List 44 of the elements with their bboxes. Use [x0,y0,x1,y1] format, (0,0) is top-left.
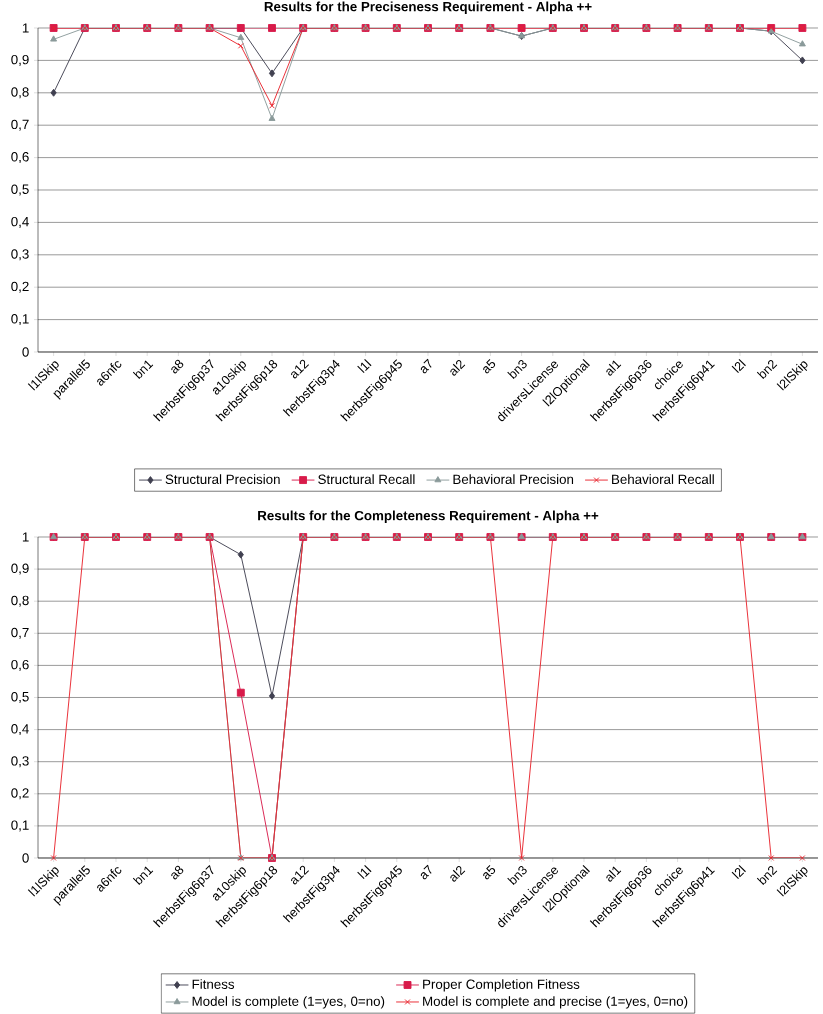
x-tick-label: a5 [483,864,496,880]
x-tick-label: l2l [731,864,746,880]
x-tick-label: bn1 [132,360,154,380]
y-tick-label: 0,2 [11,788,29,800]
x-tick-label: bn2 [756,359,778,380]
legend-label: Model is complete and precise (1=yes, 0=no) [423,996,688,1009]
legend-label: Model is complete (1=yes, 0=no) [192,996,385,1009]
y-tick-label: 1 [22,532,29,542]
legend-label: Fitness [192,979,235,989]
y-tick-label: 0 [22,853,29,863]
y-tick-label: 0,4 [11,724,29,736]
y-tick-label: 0,9 [11,54,29,66]
y-tick-label: 0,8 [11,87,29,99]
y-tick-label: 0,6 [11,152,29,164]
x-tick-label: l2l [731,358,746,374]
legend-label: Behavioral Precision [453,474,574,485]
y-tick-label: 0,2 [11,281,29,293]
legend-label: Behavioral Recall [612,474,714,485]
y-tick-label: 0,7 [11,119,29,131]
chart-title: Results for the Completeness Requirement - Alpha ++ [258,510,599,523]
chart-title: Results for the Preciseness Requirement - Alpha ++ [264,1,592,14]
y-tick-label: 0,6 [11,659,29,671]
y-tick-label: 0,3 [11,756,29,768]
y-tick-label: 0 [22,347,29,357]
y-tick-label: 0,5 [11,184,29,196]
y-tick-label: 1 [22,23,29,33]
legend-label: Structural Recall [318,474,415,485]
x-tick-label: bn2 [756,865,778,886]
x-tick-label: a5 [483,358,496,374]
y-tick-label: 0,5 [11,691,29,704]
x-tick-label: a7 [420,358,432,374]
y-tick-label: 0,9 [11,563,29,575]
y-tick-label: 0,1 [11,820,29,832]
y-tick-label: 0,4 [11,216,29,228]
y-tick-label: 0,1 [11,314,29,326]
x-tick-label: a7 [420,864,432,880]
legend-label: Structural Precision [165,474,280,485]
y-tick-label: 0,8 [11,595,29,607]
x-tick-label: al2 [450,359,466,376]
legend-label: Proper Completion Fitness [423,979,580,992]
y-tick-label: 0,3 [11,249,29,261]
y-tick-label: 0,7 [11,627,29,639]
x-tick-label: al2 [450,865,466,882]
x-tick-label: bn1 [132,866,154,886]
